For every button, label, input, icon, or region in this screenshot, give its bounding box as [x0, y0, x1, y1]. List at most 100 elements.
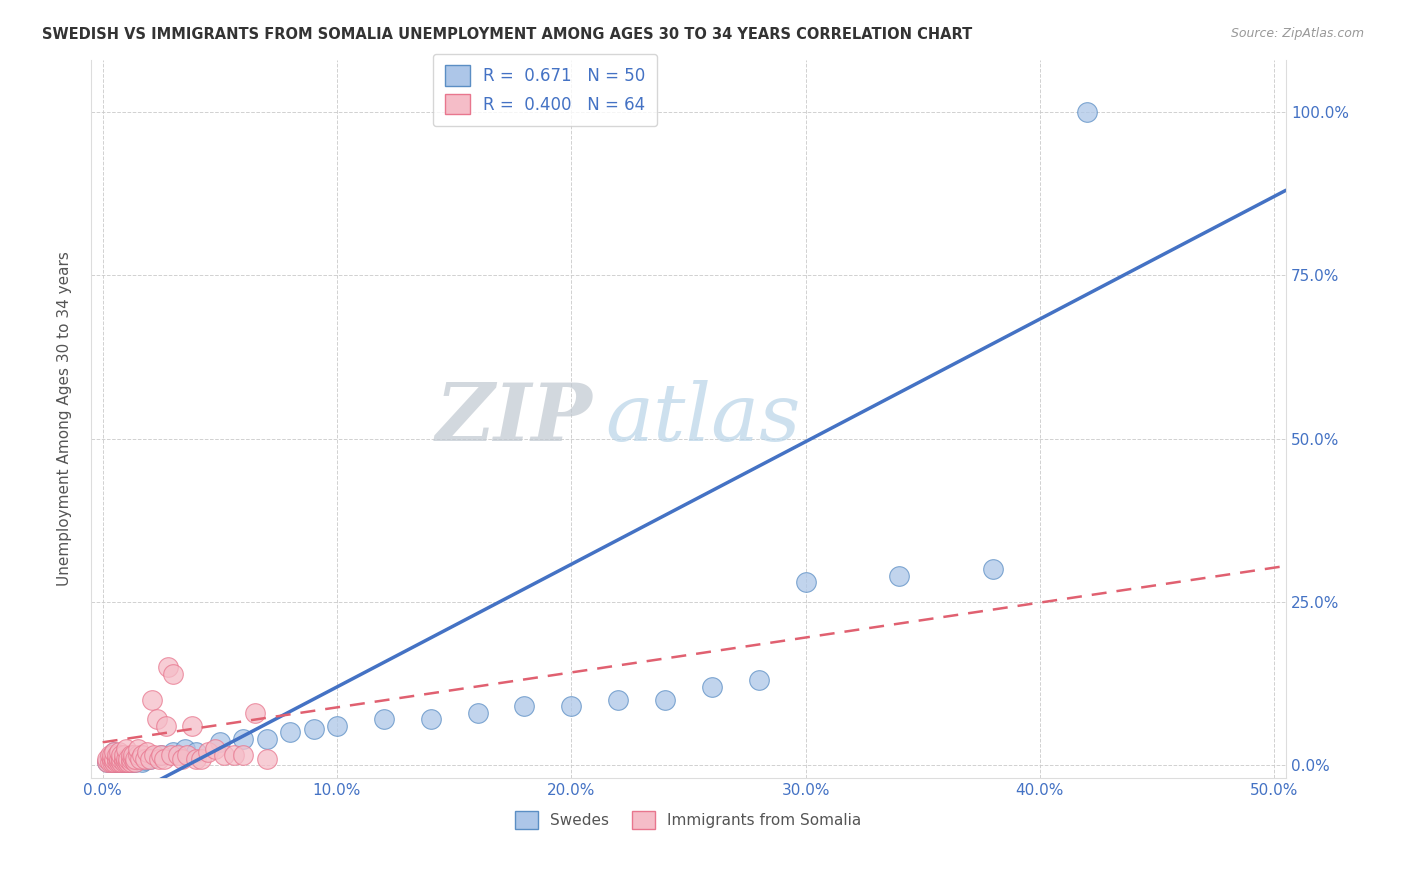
Point: [232, 748, 254, 763]
Point: [117, 750, 139, 764]
Point: [166, 748, 188, 763]
Point: [190, 751, 212, 765]
Point: [186, 745, 208, 759]
Point: [101, 751, 124, 765]
Point: [120, 751, 142, 765]
Point: [150, 748, 173, 763]
Point: [101, 755, 124, 769]
Point: [110, 751, 132, 765]
Point: [110, 751, 132, 765]
Point: [141, 693, 163, 707]
Point: [115, 751, 138, 765]
Point: [112, 755, 135, 769]
Point: [256, 751, 278, 765]
Point: [96, 755, 118, 769]
Point: [115, 741, 138, 756]
Point: [98, 748, 121, 763]
Point: [1076, 104, 1098, 119]
Text: ZIP: ZIP: [436, 380, 593, 458]
Point: [173, 741, 195, 756]
Point: [108, 755, 131, 769]
Text: Source: ZipAtlas.com: Source: ZipAtlas.com: [1230, 27, 1364, 40]
Point: [143, 750, 166, 764]
Point: [176, 748, 198, 763]
Point: [108, 748, 131, 763]
Point: [105, 751, 128, 765]
Point: [654, 693, 676, 707]
Point: [700, 680, 723, 694]
Point: [122, 753, 145, 767]
Point: [120, 755, 142, 769]
Point: [197, 745, 219, 759]
Point: [157, 660, 180, 674]
Point: [112, 753, 135, 767]
Point: [112, 748, 135, 763]
Point: [150, 748, 173, 763]
Point: [108, 755, 131, 769]
Point: [105, 748, 128, 763]
Point: [889, 568, 911, 582]
Point: [110, 748, 132, 763]
Point: [110, 755, 132, 769]
Point: [162, 745, 184, 759]
Point: [278, 725, 301, 739]
Point: [560, 699, 582, 714]
Point: [131, 755, 153, 769]
Point: [794, 575, 817, 590]
Point: [101, 755, 124, 769]
Text: atlas: atlas: [605, 380, 800, 458]
Point: [134, 751, 156, 765]
Point: [222, 748, 245, 763]
Point: [105, 755, 128, 769]
Text: SWEDISH VS IMMIGRANTS FROM SOMALIA UNEMPLOYMENT AMONG AGES 30 TO 34 YEARS CORREL: SWEDISH VS IMMIGRANTS FROM SOMALIA UNEMP…: [42, 27, 973, 42]
Point: [607, 693, 630, 707]
Point: [101, 748, 124, 763]
Point: [117, 751, 139, 765]
Point: [138, 751, 160, 765]
Point: [98, 751, 121, 765]
Point: [256, 732, 278, 747]
Point: [186, 751, 208, 765]
Point: [105, 755, 128, 769]
Point: [122, 751, 145, 765]
Point: [143, 748, 166, 763]
Point: [148, 751, 170, 765]
Point: [108, 745, 131, 759]
Point: [103, 751, 125, 765]
Point: [105, 751, 128, 765]
Point: [98, 755, 121, 769]
Point: [124, 755, 146, 769]
Y-axis label: Unemployment Among Ages 30 to 34 years: Unemployment Among Ages 30 to 34 years: [58, 252, 72, 586]
Point: [96, 751, 118, 765]
Point: [96, 755, 118, 769]
Point: [302, 723, 325, 737]
Point: [129, 751, 152, 765]
Point: [134, 753, 156, 767]
Point: [110, 755, 132, 769]
Legend: Swedes, Immigrants from Somalia: Swedes, Immigrants from Somalia: [509, 805, 868, 835]
Point: [117, 755, 139, 769]
Point: [122, 748, 145, 763]
Point: [136, 745, 159, 759]
Point: [108, 751, 131, 765]
Point: [127, 748, 149, 763]
Point: [172, 751, 194, 765]
Point: [981, 562, 1004, 576]
Point: [101, 748, 124, 763]
Point: [124, 751, 146, 765]
Point: [103, 755, 125, 769]
Point: [159, 748, 181, 763]
Point: [112, 755, 135, 769]
Point: [103, 745, 125, 759]
Point: [419, 713, 441, 727]
Point: [467, 706, 489, 720]
Point: [127, 751, 149, 765]
Point: [117, 755, 139, 769]
Point: [243, 706, 266, 720]
Point: [208, 735, 231, 749]
Point: [513, 699, 536, 714]
Point: [232, 732, 254, 747]
Point: [103, 745, 125, 759]
Point: [748, 673, 770, 688]
Point: [326, 719, 349, 733]
